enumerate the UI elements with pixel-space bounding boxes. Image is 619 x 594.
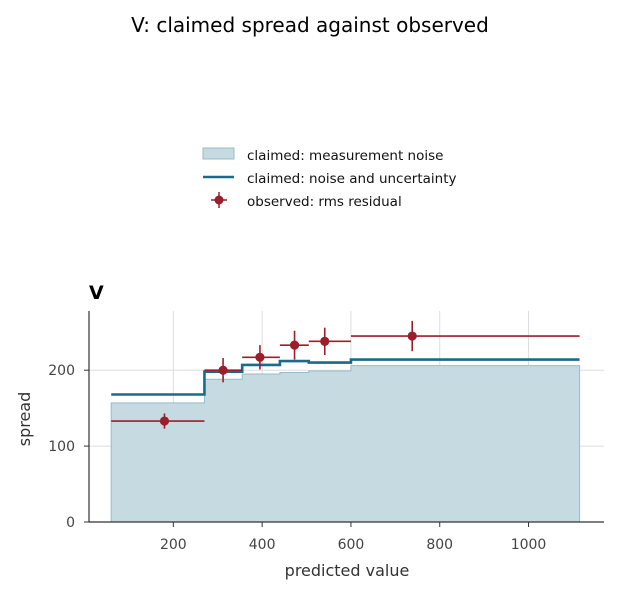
figure-suptitle: V: claimed spread against observed xyxy=(131,13,489,37)
tick-labels: 200 400 600 800 1000 0 100 200 xyxy=(48,363,546,553)
axes xyxy=(84,311,604,527)
observed-rms-errorbars xyxy=(111,320,580,429)
observed-marker-4 xyxy=(289,340,300,350)
legend-label-rms-residual: observed: rms residual xyxy=(247,194,402,210)
y-tick-label-100: 100 xyxy=(48,439,75,455)
observed-marker-3 xyxy=(255,352,265,362)
x-axis-label: predicted value xyxy=(285,561,410,580)
x-tick-label-800: 800 xyxy=(426,537,453,553)
y-tick-label-0: 0 xyxy=(66,515,75,531)
observed-point-2 xyxy=(204,358,243,383)
observed-point-6 xyxy=(350,320,580,352)
x-tick-label-400: 400 xyxy=(249,537,276,553)
noise-uncertainty-step-line xyxy=(111,358,580,396)
observed-point-4 xyxy=(279,330,309,360)
measurement-noise-area xyxy=(110,365,581,523)
legend-label-measurement-noise: claimed: measurement noise xyxy=(247,148,443,164)
x-tick-label-600: 600 xyxy=(338,537,365,553)
measurement-noise-step-fill xyxy=(110,365,581,523)
chart-legend: claimed: measurement noise claimed: nois… xyxy=(202,147,457,210)
observed-marker-1 xyxy=(159,416,170,426)
observed-marker-6 xyxy=(407,331,417,341)
x-tick-label-200: 200 xyxy=(160,537,187,553)
legend-swatch-rms-residual xyxy=(211,192,227,208)
observed-point-1 xyxy=(111,413,205,429)
observed-point-3 xyxy=(242,345,280,370)
x-tick-label-1000: 1000 xyxy=(511,537,547,553)
observed-marker-5 xyxy=(320,336,330,346)
legend-swatch-measurement-noise xyxy=(202,147,235,160)
legend-label-noise-uncertainty: claimed: noise and uncertainty xyxy=(247,171,457,187)
noise-uncertainty-step-path xyxy=(111,358,580,396)
y-tick-label-200: 200 xyxy=(48,363,75,379)
panel-title: V xyxy=(89,282,104,304)
observed-point-5 xyxy=(308,327,351,356)
observed-marker-2 xyxy=(218,365,228,375)
y-axis-label: spread xyxy=(15,392,34,447)
